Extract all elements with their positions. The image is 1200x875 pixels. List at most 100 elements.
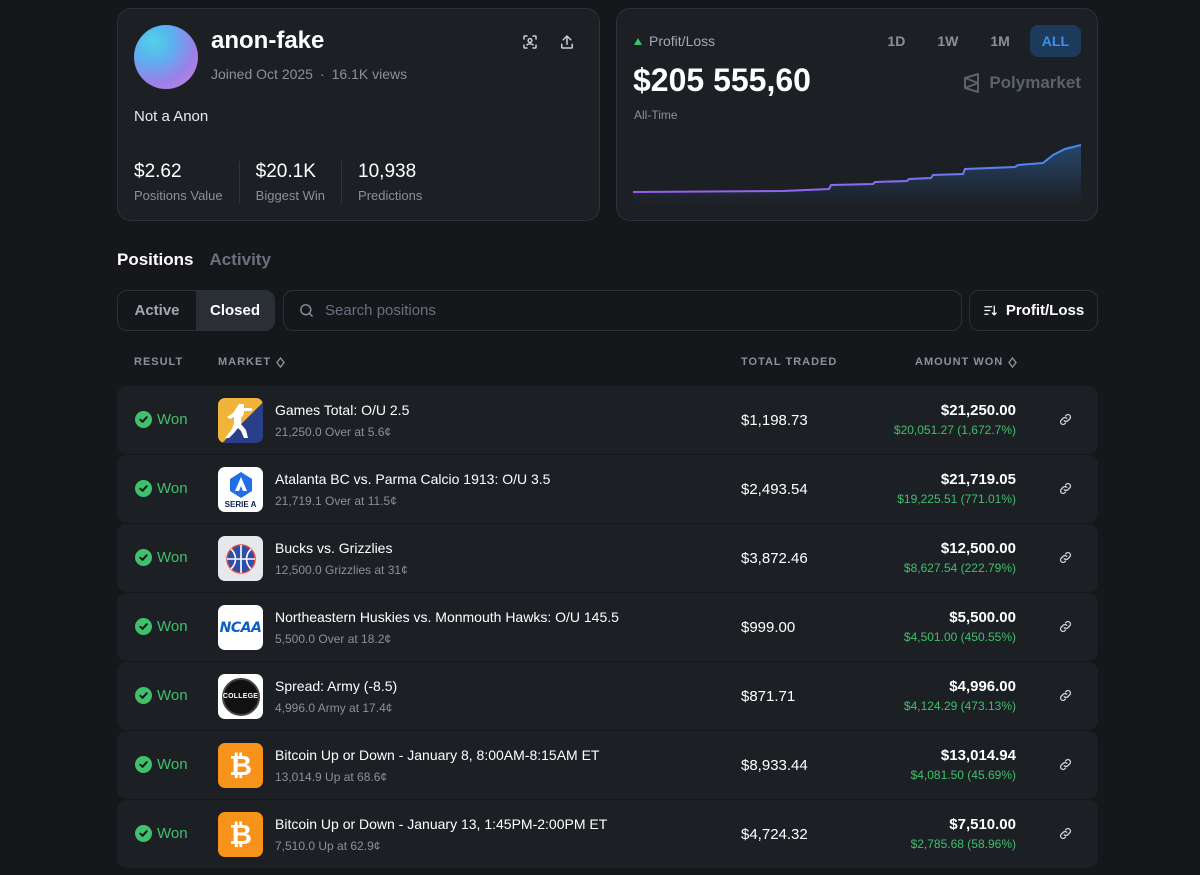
stat-value: $2.62: [134, 161, 182, 182]
sort-toggle-icon: [276, 356, 285, 368]
table-row[interactable]: Won Bucks vs. Grizzlies 12,500.0 Grizzlies…: [117, 524, 1098, 592]
search-input[interactable]: [325, 302, 925, 319]
pnl-value: $205 555,60: [633, 62, 811, 98]
stat-label: Positions Value: [134, 188, 223, 203]
header-market[interactable]: MARKET: [218, 356, 285, 368]
link-icon[interactable]: [1058, 481, 1073, 501]
main-tabs: Positions Activity: [117, 250, 271, 270]
username: anon-fake: [211, 27, 325, 54]
pnl-period: All-Time: [634, 108, 678, 122]
link-icon[interactable]: [1058, 757, 1073, 777]
result-label: Won: [157, 687, 188, 704]
total-traded: $8,933.44: [741, 757, 808, 774]
amount-won: $12,500.00: [940, 540, 1016, 557]
tab-positions[interactable]: Positions: [117, 250, 194, 269]
bitcoin-logo-text: ₿: [229, 818, 252, 851]
result-label: Won: [157, 549, 188, 566]
total-traded: $3,872.46: [741, 550, 808, 567]
sort-button[interactable]: Profit/Loss: [969, 290, 1098, 331]
separator-dot: ·: [319, 66, 325, 82]
timeframe-all[interactable]: ALL: [1029, 25, 1081, 57]
triangle-up-icon: [634, 37, 642, 45]
market-title[interactable]: Northeastern Huskies vs. Monmouth Hawks:…: [275, 609, 619, 625]
tab-activity[interactable]: Activity: [209, 250, 271, 269]
result-label: Won: [157, 618, 188, 635]
amount-won: $13,014.94: [940, 747, 1016, 764]
view-count: 16.1K views: [331, 66, 408, 82]
link-icon[interactable]: [1058, 826, 1073, 846]
header-amount-won-label: AMOUNT WON: [915, 356, 1004, 368]
search-icon: [300, 304, 313, 317]
table-row[interactable]: Won ₿ Bitcoin Up or Down - January 8, 8:00…: [117, 731, 1098, 799]
pnl-card: Profit/Loss $205 555,60 All-Time 1D 1W 1…: [616, 8, 1098, 221]
table-row[interactable]: Won ₿ Bitcoin Up or Down - January 13, 1:4…: [117, 800, 1098, 868]
profit-amount: $4,124.29 (473.13%): [903, 699, 1016, 713]
header-amount-won[interactable]: AMOUNT WON: [915, 356, 1018, 368]
ncaa-logo-text: NCAA: [219, 619, 262, 636]
link-icon[interactable]: [1058, 412, 1073, 432]
avatar[interactable]: [134, 25, 198, 89]
stat-label: Biggest Win: [255, 188, 326, 203]
table-row[interactable]: Won Games Total: O/U 2.5 21,250.0 Over at …: [117, 386, 1098, 454]
market-title[interactable]: Games Total: O/U 2.5: [275, 402, 410, 418]
share-icon[interactable]: [556, 31, 578, 53]
amount-won-cell: $5,500.00 $4,501.00 (450.55%): [904, 609, 1016, 644]
sort-toggle-icon: [1008, 356, 1018, 368]
table-row[interactable]: Won COLLEGE Spread: Army (-8.5) 4,996.0 Arm…: [117, 662, 1098, 730]
result-cell: Won: [135, 618, 188, 635]
sort-icon: [984, 305, 997, 316]
stat-positions-value: $2.62 Positions Value: [134, 161, 240, 203]
amount-won: $4,996.00: [949, 678, 1016, 695]
link-icon[interactable]: [1058, 619, 1073, 639]
market-title[interactable]: Atalanta BC vs. Parma Calcio 1913: O/U 3…: [275, 471, 551, 487]
market-title[interactable]: Bitcoin Up or Down - January 13, 1:45PM-…: [275, 816, 608, 832]
result-label: Won: [157, 480, 188, 497]
profit-amount: $2,785.68 (58.96%): [910, 837, 1016, 851]
timeframe-1m[interactable]: 1M: [990, 33, 1010, 49]
market-subtitle: 5,500.0 Over at 18.2¢: [275, 632, 392, 646]
result-cell: Won: [135, 411, 188, 428]
pnl-chart: [633, 144, 1081, 205]
total-traded: $999.00: [741, 619, 796, 636]
link-icon[interactable]: [1058, 550, 1073, 570]
link-icon[interactable]: [1058, 688, 1073, 708]
header-result: RESULT: [134, 356, 184, 368]
total-traded: $871.71: [741, 688, 796, 705]
table-row[interactable]: Won SERIE A Atalanta BC vs. Parma Calcio 1…: [117, 455, 1098, 523]
market-title[interactable]: Spread: Army (-8.5): [275, 678, 398, 694]
profile-bio: Not a Anon: [134, 108, 209, 125]
filter-closed-button[interactable]: Closed: [196, 291, 274, 330]
market-subtitle: 4,996.0 Army at 17.4¢: [275, 701, 393, 715]
market-title[interactable]: Bucks vs. Grizzlies: [275, 540, 393, 556]
result-cell: Won: [135, 480, 188, 497]
status-toggle: Active Closed: [117, 290, 275, 331]
profit-amount: $4,501.00 (450.55%): [903, 630, 1016, 644]
result-label: Won: [157, 411, 188, 428]
scan-icon[interactable]: [519, 31, 541, 53]
timeframe-1d[interactable]: 1D: [887, 33, 906, 49]
amount-won-cell: $12,500.00 $8,627.54 (222.79%): [904, 540, 1016, 575]
market-logo-bitcoin: ₿: [218, 812, 263, 857]
brand: Polymarket: [963, 73, 1081, 93]
check-circle-icon: [135, 618, 152, 635]
market-subtitle: 13,014.9 Up at 68.6¢: [275, 770, 388, 784]
stat-predictions: 10,938 Predictions: [358, 161, 438, 203]
timeframe-1w[interactable]: 1W: [937, 33, 959, 49]
total-traded: $1,198.73: [741, 412, 808, 429]
search-box: [283, 290, 962, 331]
serie-a-logo-text: SERIE A: [224, 499, 257, 509]
stat-value: $20.1K: [255, 161, 316, 182]
profit-amount: $19,225.51 (771.01%): [897, 492, 1016, 506]
market-subtitle: 7,510.0 Up at 62.9¢: [275, 839, 381, 853]
market-logo-college-football: COLLEGE: [218, 674, 263, 719]
filter-active-button[interactable]: Active: [134, 302, 180, 319]
pnl-label: Profit/Loss: [634, 33, 715, 49]
check-circle-icon: [135, 549, 152, 566]
market-logo-basketball: [218, 536, 263, 581]
market-title[interactable]: Bitcoin Up or Down - January 8, 8:00AM-8…: [275, 747, 600, 763]
table-row[interactable]: Won NCAA Northeastern Huskies vs. Monmouth…: [117, 593, 1098, 661]
joined-date: Joined Oct 2025: [211, 66, 313, 82]
profit-amount: $20,051.27 (1,672.7%): [893, 423, 1016, 437]
amount-won-cell: $13,014.94 $4,081.50 (45.69%): [911, 747, 1016, 782]
check-circle-icon: [135, 825, 152, 842]
